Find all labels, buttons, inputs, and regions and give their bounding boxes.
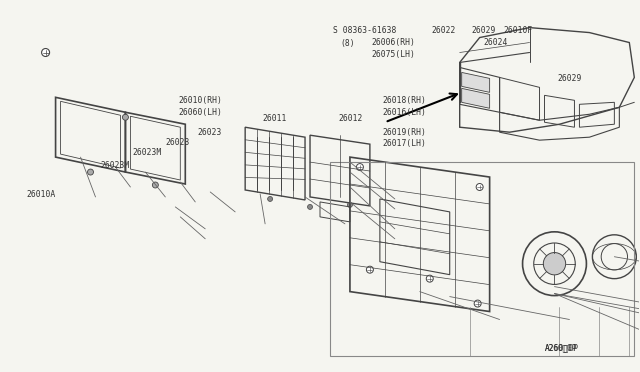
Circle shape — [122, 114, 129, 120]
Circle shape — [366, 266, 373, 273]
Circle shape — [476, 183, 483, 190]
Text: 26075(LH): 26075(LH) — [372, 50, 416, 59]
Text: 26011: 26011 — [262, 114, 287, 123]
Text: 26023M: 26023M — [132, 148, 162, 157]
Text: 26023: 26023 — [197, 128, 221, 137]
Text: 26010(RH): 26010(RH) — [179, 96, 222, 105]
Circle shape — [308, 205, 312, 209]
Circle shape — [474, 300, 481, 307]
Text: 26018(RH): 26018(RH) — [383, 96, 427, 105]
Circle shape — [356, 164, 364, 170]
Text: 26019(RH): 26019(RH) — [383, 128, 427, 137]
Polygon shape — [461, 73, 490, 92]
Text: 26060(LH): 26060(LH) — [179, 108, 222, 117]
Circle shape — [348, 202, 353, 208]
Text: 26029: 26029 — [472, 26, 496, 35]
Text: 26006(RH): 26006(RH) — [372, 38, 416, 47]
Text: 26017(LH): 26017(LH) — [383, 139, 427, 148]
Circle shape — [268, 196, 273, 202]
Text: (8): (8) — [340, 39, 355, 48]
Circle shape — [152, 182, 158, 188]
Text: S 08363-61638: S 08363-61638 — [333, 26, 396, 35]
Text: 26010A: 26010A — [27, 190, 56, 199]
Text: 26029: 26029 — [557, 74, 582, 83]
Text: 26022: 26022 — [432, 26, 456, 35]
Polygon shape — [461, 89, 490, 108]
Circle shape — [426, 275, 433, 282]
Text: 26012: 26012 — [338, 114, 362, 123]
Text: A260〉0P: A260〉0P — [545, 343, 577, 352]
Circle shape — [88, 169, 93, 175]
Text: 26024: 26024 — [484, 38, 508, 47]
Circle shape — [543, 253, 566, 275]
Text: A260〉0P: A260〉0P — [545, 343, 579, 352]
Bar — [330, 162, 634, 356]
Text: 26023M: 26023M — [100, 161, 130, 170]
Circle shape — [42, 48, 49, 57]
Text: 26016(LH): 26016(LH) — [383, 108, 427, 117]
Text: 26010F: 26010F — [504, 26, 533, 35]
Text: 26023: 26023 — [165, 138, 189, 147]
